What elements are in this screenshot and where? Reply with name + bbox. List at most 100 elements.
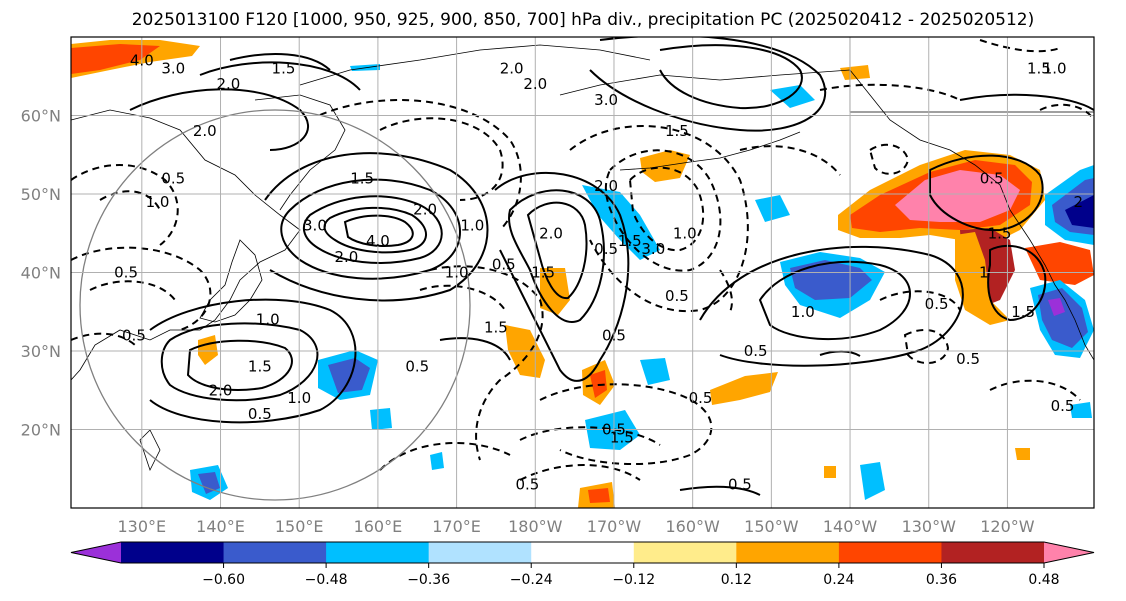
contour-line bbox=[429, 265, 544, 461]
contour-line bbox=[739, 145, 841, 176]
contour-line bbox=[71, 332, 136, 346]
coastline-taiwan bbox=[139, 429, 161, 472]
contour-line bbox=[699, 245, 964, 367]
longitude-tick-label: 160°W bbox=[665, 517, 720, 536]
latitude-tick-labels: 20°N 30°N 40°N 50°N 60°N bbox=[21, 107, 61, 440]
contour-label: 4.0 bbox=[130, 52, 154, 70]
colorbar-segment bbox=[428, 542, 532, 563]
contour-label: 3.0 bbox=[594, 91, 618, 109]
precip-area bbox=[860, 462, 885, 500]
contour-line bbox=[71, 246, 212, 331]
contour-label: 1.0 bbox=[146, 193, 170, 211]
coastline-japan bbox=[199, 239, 263, 323]
contour-label: 1.0 bbox=[673, 224, 697, 242]
colorbar-segment bbox=[121, 542, 225, 563]
contour-label: 0.5 bbox=[925, 295, 949, 313]
precip-area bbox=[840, 65, 870, 80]
contour-label: 1.0 bbox=[1043, 59, 1067, 77]
contour-line bbox=[929, 154, 1044, 232]
precip-area bbox=[430, 452, 444, 470]
precip-area bbox=[770, 85, 815, 108]
latitude-tick-label: 40°N bbox=[21, 264, 61, 283]
precip-area bbox=[1015, 448, 1030, 460]
contour-line bbox=[419, 284, 506, 311]
contour-label: 2.0 bbox=[539, 224, 563, 242]
latitude-tick-label: 30°N bbox=[21, 342, 61, 361]
contour-label: 2.0 bbox=[193, 122, 217, 140]
contour-label: 1.0 bbox=[287, 389, 311, 407]
longitude-tick-labels: 130°E 140°E 150°E 160°E 170°E 180°W 170°W 160°W… bbox=[117, 517, 1034, 536]
contour-label: 1.5 bbox=[988, 224, 1012, 242]
contour-label: 1.5 bbox=[248, 358, 272, 376]
contour-line bbox=[628, 166, 705, 252]
contour-label: 1.5 bbox=[350, 169, 374, 187]
contour-line bbox=[160, 322, 319, 402]
longitude-tick-label: 150°E bbox=[275, 517, 324, 536]
contour-label: 0.5 bbox=[248, 405, 272, 423]
precip-area bbox=[1025, 242, 1094, 285]
contour-label: 1.0 bbox=[791, 303, 815, 321]
contour-label: 3.0 bbox=[641, 240, 665, 258]
contour-line bbox=[959, 93, 1094, 111]
contour-line bbox=[149, 298, 357, 424]
contour-label: 0.5 bbox=[602, 326, 626, 344]
contour-line bbox=[987, 245, 1047, 322]
longitude-tick-label: 170°E bbox=[432, 517, 481, 536]
precip-area bbox=[1065, 195, 1094, 228]
contour-label: 3.0 bbox=[161, 59, 185, 77]
contour-line bbox=[719, 269, 733, 313]
longitude-tick-label: 120°W bbox=[980, 517, 1035, 536]
contour-label: 0.5 bbox=[689, 389, 713, 407]
colorbar-segment bbox=[531, 542, 635, 563]
contour-line bbox=[343, 214, 414, 247]
contour-line bbox=[903, 328, 950, 364]
latitude-tick-label: 20°N bbox=[21, 421, 61, 440]
contour-line bbox=[379, 117, 504, 201]
contour-line bbox=[569, 125, 749, 313]
precip-area bbox=[71, 44, 160, 74]
contour-label: 0.5 bbox=[956, 350, 980, 368]
contour-line bbox=[229, 53, 331, 71]
coastline-kamchatka bbox=[254, 94, 346, 211]
contour-label: 0.5 bbox=[602, 421, 626, 439]
colorbar-extend-low bbox=[71, 542, 121, 563]
contour-label: 1.5 bbox=[1027, 59, 1051, 77]
precip-shading bbox=[71, 40, 1094, 508]
contour-line bbox=[302, 195, 443, 264]
longitude-tick-label: 130°W bbox=[902, 517, 957, 536]
colorbar-tick-label: −0.24 bbox=[510, 572, 553, 588]
contour-label: 4.0 bbox=[366, 232, 390, 250]
colorbar bbox=[70, 541, 1095, 564]
precip-area bbox=[640, 358, 670, 385]
precip-area bbox=[1070, 402, 1092, 418]
contour-line bbox=[280, 178, 461, 280]
contour-labels: 4.0 3.02.01.52.00.51.01.53.02.04.02.01.01… bbox=[114, 52, 1083, 494]
contour-label: 1.0 bbox=[445, 264, 469, 282]
colorbar-tick-label: 0.24 bbox=[823, 572, 854, 588]
contour-label: 0.5 bbox=[515, 475, 539, 493]
contour-label: 2.0 bbox=[413, 201, 437, 219]
contour-label: 2.0 bbox=[594, 177, 618, 195]
contour-line bbox=[494, 171, 630, 382]
map-panel: 4.0 3.02.01.52.00.51.01.53.02.04.02.01.01… bbox=[70, 36, 1095, 509]
longitude-tick-label: 170°W bbox=[587, 517, 642, 536]
contour-line bbox=[186, 339, 293, 391]
gridlines bbox=[71, 37, 1094, 508]
contour-label: 0.5 bbox=[594, 240, 618, 258]
latitude-tick-label: 60°N bbox=[21, 107, 61, 126]
colorbar-segment bbox=[223, 542, 327, 563]
colorbar-tick-label: −0.60 bbox=[202, 572, 245, 588]
precip-area bbox=[955, 232, 1010, 325]
contour-label: 1 bbox=[979, 264, 989, 282]
contour-label: 2.0 bbox=[334, 248, 358, 266]
colorbar-tick-label: −0.12 bbox=[612, 572, 655, 588]
precip-area bbox=[790, 260, 872, 300]
precip-area bbox=[1048, 298, 1065, 316]
contour-label: 0.5 bbox=[665, 287, 689, 305]
colorbar-tick-label: −0.48 bbox=[305, 572, 348, 588]
contour-label: 0.5 bbox=[114, 264, 138, 282]
colorbar-tick-label: 0.36 bbox=[926, 572, 957, 588]
precip-area bbox=[582, 185, 660, 260]
precip-area bbox=[198, 472, 220, 494]
